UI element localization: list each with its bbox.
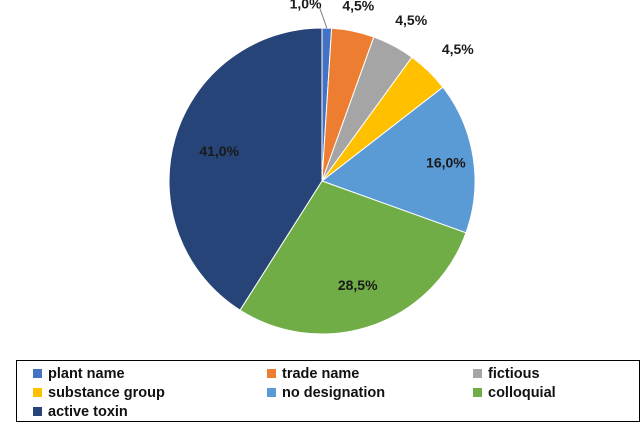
legend-swatch: [33, 407, 42, 416]
slice-label-plant-name: 1,0%: [290, 0, 322, 12]
legend-label: trade name: [282, 365, 360, 382]
legend-label: substance group: [48, 384, 165, 401]
legend-swatch: [33, 388, 42, 397]
pie-slices: [168, 27, 476, 335]
pie-slice-active-toxin: [168, 27, 323, 311]
legend-row: active toxin: [33, 402, 639, 421]
legend-swatch: [267, 369, 276, 378]
legend-label: active toxin: [48, 403, 128, 420]
pie-labels: 1,0% 4,5% 4,5% 4,5% 16,0% 28,5% 41,0%: [199, 0, 474, 293]
legend-item-plant-name: plant name: [33, 366, 267, 382]
slice-label-fictious: 4,5%: [395, 12, 427, 28]
legend: plant name trade name fictious substance…: [16, 360, 640, 422]
slice-label-substance-group: 4,5%: [442, 41, 474, 57]
legend-item-no-designation: no designation: [267, 385, 473, 401]
legend-label: colloquial: [488, 384, 556, 401]
legend-item-trade-name: trade name: [267, 366, 473, 382]
slice-label-trade-name: 4,5%: [342, 0, 374, 14]
legend-swatch: [33, 369, 42, 378]
legend-swatch: [473, 388, 482, 397]
slice-label-active-toxin: 41,0%: [199, 143, 239, 159]
legend-swatch: [473, 369, 482, 378]
legend-label: fictious: [488, 365, 540, 382]
legend-row: plant name trade name fictious: [33, 364, 639, 383]
legend-item-active-toxin: active toxin: [33, 404, 267, 420]
legend-swatch: [267, 388, 276, 397]
legend-item-substance-group: substance group: [33, 385, 267, 401]
pie-slice-colloquial: [239, 180, 467, 335]
slice-label-colloquial: 28,5%: [338, 277, 378, 293]
pie-slice-no-designation: [320, 86, 476, 234]
leader-line: [319, 7, 328, 29]
legend-item-colloquial: colloquial: [473, 385, 633, 401]
legend-row: substance group no designation colloquia…: [33, 383, 639, 402]
legend-label: no designation: [282, 384, 386, 401]
slice-label-no-designation: 16,0%: [426, 154, 466, 170]
legend-item-fictious: fictious: [473, 366, 633, 382]
legend-label: plant name: [48, 365, 125, 382]
pie-chart: 1,0% 4,5% 4,5% 4,5% 16,0% 28,5% 41,0%: [168, 0, 476, 335]
